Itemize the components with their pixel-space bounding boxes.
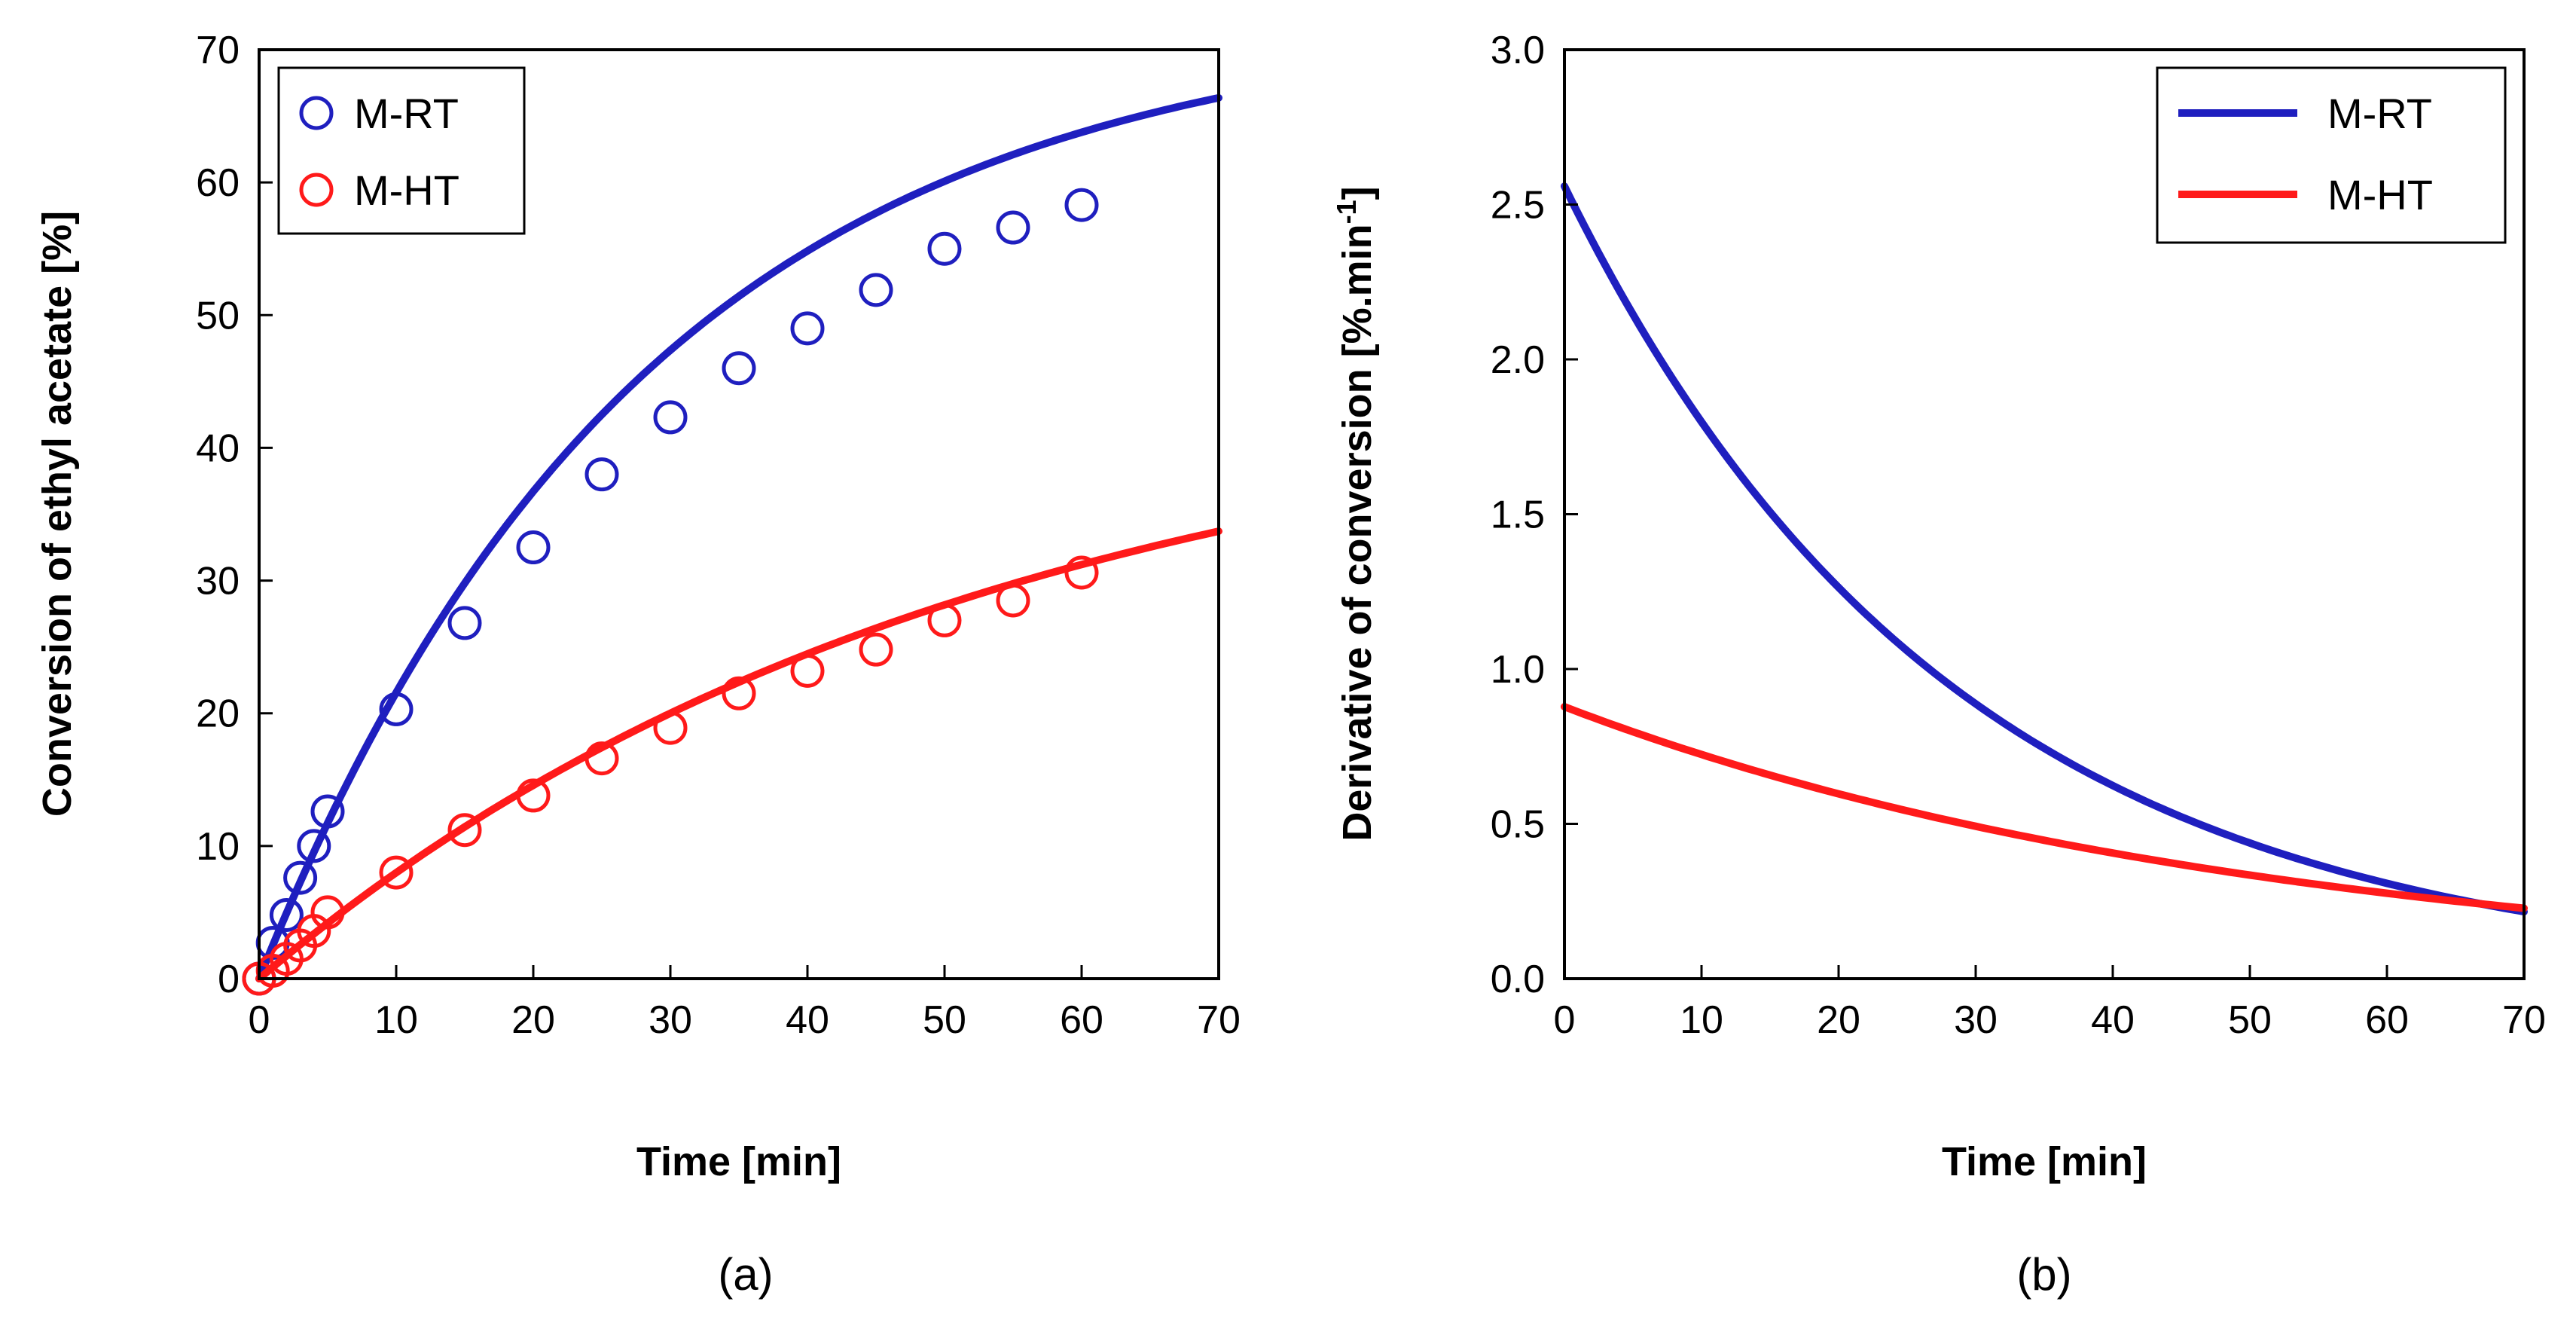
panel-a-data-point-m-ht-t35 (722, 676, 756, 710)
panel-b-x-tick-label-30: 30 (1954, 998, 1998, 1042)
panel-b-x-tick-label-60: 60 (2365, 998, 2409, 1042)
panel-a-y-tick-label-20: 20 (196, 692, 240, 736)
panel-a-ticks: 0 10 20 30 40 50 60 70 0 10 20 30 40 50 60 70 (196, 29, 1241, 1042)
panel-a-conversion-chart: 0 10 20 30 40 50 60 70 0 10 20 30 40 50 60 70 Time [min… (35, 29, 1241, 1300)
panel-a-data-point-m-rt-t50 (927, 231, 962, 266)
panel-b-y-tick-label-1-0: 1.0 (1491, 648, 1545, 692)
panel-b-y-tick-label-0-0: 0.0 (1491, 958, 1545, 1001)
panel-a-data-point-m-rt-t40 (790, 311, 825, 346)
panel-a-y-tick-label-40: 40 (196, 426, 240, 470)
panel-b-ticks: 0 10 20 30 40 50 60 70 0.0 0.5 1.0 1.5 2.0 2.5 3.0 (1491, 29, 2546, 1042)
panel-a-y-tick-label-0: 0 (218, 958, 240, 1001)
panel-a-data-point-m-ht-t10 (379, 855, 414, 890)
panel-b-legend-box (2156, 66, 2507, 244)
panel-a-x-tick-label-50: 50 (923, 998, 966, 1042)
panel-a-x-tick-label-60: 60 (1060, 998, 1103, 1042)
panel-a-legend-label-m-rt: M-RT (354, 90, 459, 137)
panel-a-plot-frame (258, 48, 1220, 980)
panel-b-x-axis-title: Time [min] (1942, 1139, 2147, 1184)
panel-b-y-tick-label-3-0: 3.0 (1491, 29, 1545, 72)
panel-a-data-point-m-ht-t60 (1064, 555, 1099, 590)
panel-b-y-tick-label-2-0: 2.0 (1491, 338, 1545, 382)
panel-a-legend-marker-m-rt (299, 96, 334, 130)
panel-b-y-tick-label-0-5: 0.5 (1491, 803, 1545, 847)
panel-a-data-point-m-rt-t2 (269, 897, 304, 932)
panel-a-series-line-m-ht (255, 527, 1222, 982)
panel-a-legend-label-m-ht: M-HT (354, 167, 459, 214)
panel-a-legend-marker-m-ht (299, 173, 334, 207)
panel-a-x-tick-label-70: 70 (1197, 998, 1241, 1042)
panel-a-x-tick-label-30: 30 (649, 998, 692, 1042)
panel-b-y-tick-label-1-5: 1.5 (1491, 493, 1545, 537)
panel-a-marks (242, 93, 1222, 996)
panel-a-y-tick-label-60: 60 (196, 161, 240, 205)
panel-b-y-axis-title-close: ] (1335, 186, 1380, 200)
panel-a-data-point-m-rt-t45 (859, 273, 893, 307)
panel-a-data-point-m-rt-t35 (722, 351, 756, 386)
panel-b-legend-label-m-rt: M-RT (2327, 90, 2432, 137)
panel-a-x-tick-label-40: 40 (786, 998, 829, 1042)
panel-a-legend: M-RT M-HT (277, 66, 526, 235)
panel-b-legend: M-RT M-HT (2156, 66, 2507, 244)
panel-a-series-line-m-rt (255, 93, 1222, 982)
panel-a-y-tick-label-30: 30 (196, 560, 240, 603)
panel-a-data-point-m-rt-t5 (310, 794, 345, 829)
panel-a-x-tick-label-10: 10 (374, 998, 418, 1042)
panel-a-data-point-m-ht-t30 (653, 710, 688, 745)
panel-a-data-point-m-ht-t20 (516, 778, 551, 813)
panel-a-y-tick-label-10: 10 (196, 825, 240, 869)
panel-a-data-point-m-ht-t5 (310, 895, 345, 930)
panel-b-y-axis-title-superscript: -1 (1331, 200, 1362, 224)
panel-a-data-point-m-ht-t55 (996, 583, 1030, 618)
panel-b-label: (b) (2016, 1249, 2071, 1300)
panel-a-y-tick-label-70: 70 (196, 29, 240, 72)
panel-a-data-point-m-ht-t50 (927, 603, 962, 637)
panel-a-data-point-m-rt-t30 (653, 400, 688, 435)
panel-a-data-point-m-rt-t55 (996, 210, 1030, 245)
panel-a-data-point-m-rt-t4 (297, 829, 331, 863)
panel-b-x-tick-label-40: 40 (2091, 998, 2135, 1042)
panel-b-derivative-chart: 0 10 20 30 40 50 60 70 0.0 0.5 1.0 1.5 2.0 2.5 3.0 Tim… (1331, 29, 2546, 1300)
panel-a-x-tick-label-20: 20 (511, 998, 555, 1042)
panel-b-legend-label-m-ht: M-HT (2327, 171, 2433, 218)
panel-a-data-point-m-rt-t3 (283, 860, 318, 895)
panel-a-x-tick-label-0: 0 (249, 998, 270, 1042)
panel-b-y-axis-title-main: Derivative of conversion [%.min (1335, 224, 1380, 841)
panel-b-x-tick-label-20: 20 (1817, 998, 1860, 1042)
panel-a-data-point-m-ht-t15 (447, 813, 482, 848)
panel-b-x-tick-label-10: 10 (1680, 998, 1723, 1042)
panel-b-marks (1561, 182, 2528, 916)
panel-b-y-axis-title: Derivative of conversion [%.min-1] (1331, 186, 1380, 841)
panel-a-y-tick-label-50: 50 (196, 294, 240, 338)
panel-a-x-axis-title: Time [min] (636, 1139, 841, 1184)
panel-a-data-point-m-ht-t45 (859, 632, 893, 667)
panel-a-data-point-m-ht-t40 (790, 653, 825, 688)
panel-a-data-point-m-ht-t25 (584, 741, 619, 776)
panel-b-x-tick-label-70: 70 (2502, 998, 2546, 1042)
panel-a-label: (a) (718, 1249, 773, 1300)
panel-b-series-line-m-rt (1561, 182, 2528, 916)
panel-b-x-tick-label-50: 50 (2228, 998, 2272, 1042)
panel-b-x-tick-label-0: 0 (1554, 998, 1576, 1042)
panel-a-data-point-m-rt-t25 (584, 457, 619, 492)
panel-b-series-line-m-ht (1561, 703, 2528, 912)
panel-a-data-point-m-rt-t20 (516, 530, 551, 565)
panel-a-data-point-m-rt-t10 (379, 692, 414, 726)
panel-a-data-point-m-rt-t15 (447, 606, 482, 640)
panel-a-y-axis-title: Conversion of ethyl acetate [%] (35, 211, 80, 817)
panel-a-data-point-m-rt-t60 (1064, 188, 1099, 222)
panel-b-y-tick-label-2-5: 2.5 (1491, 184, 1545, 228)
